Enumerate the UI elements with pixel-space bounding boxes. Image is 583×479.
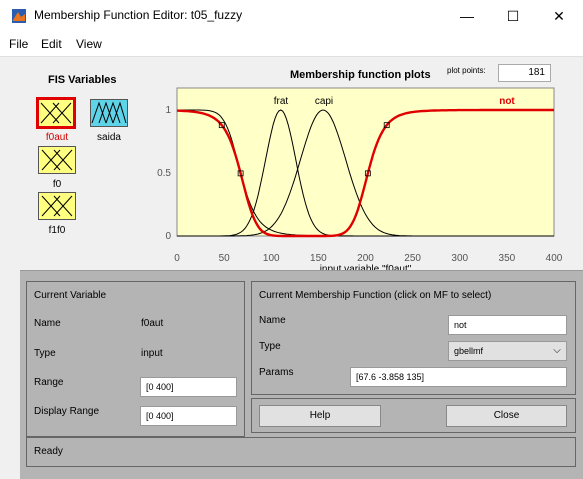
var-f0aut-box[interactable] bbox=[36, 97, 76, 129]
var-f0-box[interactable] bbox=[38, 146, 76, 174]
range-input[interactable]: [0 400] bbox=[140, 377, 237, 397]
plot-area bbox=[176, 87, 555, 237]
x-tick-label: 100 bbox=[263, 253, 280, 264]
buttons-panel: Help Close bbox=[251, 398, 576, 433]
lower-panel: Current Variable Name f0aut Type input R… bbox=[20, 271, 583, 479]
mf-label[interactable]: not bbox=[499, 96, 515, 107]
variable-name-value: f0aut bbox=[141, 318, 164, 329]
current-mf-panel: Current Membership Function (click on MF… bbox=[251, 281, 576, 395]
mf-type-label: Type bbox=[259, 341, 281, 352]
var-f0aut-label: f0aut bbox=[45, 132, 69, 143]
close-button[interactable]: Close bbox=[446, 405, 567, 427]
plot-points-label: plot points: bbox=[447, 66, 486, 75]
mf-name-label: Name bbox=[259, 315, 286, 326]
menu-file[interactable]: File bbox=[9, 37, 29, 51]
mf-handle[interactable] bbox=[218, 122, 225, 129]
x-tick-label: 250 bbox=[404, 253, 421, 264]
variable-type-label: Type bbox=[34, 348, 56, 359]
x-tick-label: 300 bbox=[451, 253, 468, 264]
params-label: Params bbox=[259, 367, 294, 378]
mf-curve[interactable] bbox=[177, 109, 554, 237]
x-tick-label: 50 bbox=[219, 253, 231, 264]
input-mf-icon bbox=[40, 102, 72, 124]
mf-label[interactable]: frat bbox=[274, 96, 289, 107]
y-tick-label: 1 bbox=[165, 105, 171, 116]
x-tick-label: 0 bbox=[174, 253, 180, 264]
menu-view[interactable]: View bbox=[76, 37, 102, 51]
variable-name-label: Name bbox=[34, 318, 61, 329]
status-bar: Ready bbox=[26, 437, 576, 467]
menu-edit[interactable]: Edit bbox=[41, 37, 62, 51]
membership-function-plot[interactable]: 0 50 100 150 200 250 300 350 400 0 0.5 1 frat capi no… bbox=[140, 85, 583, 275]
mf-curve[interactable] bbox=[176, 108, 554, 238]
range-label: Range bbox=[34, 377, 64, 388]
display-range-input[interactable]: [0 400] bbox=[140, 406, 237, 426]
current-variable-panel: Current Variable Name f0aut Type input R… bbox=[26, 281, 245, 437]
current-mf-title: Current Membership Function (click on MF… bbox=[259, 290, 492, 301]
x-tick-label: 150 bbox=[310, 253, 327, 264]
mf-type-value: gbellmf bbox=[454, 346, 484, 356]
input-mf-icon bbox=[41, 149, 73, 171]
var-f0-label: f0 bbox=[52, 179, 62, 190]
current-variable-title: Current Variable bbox=[34, 290, 107, 301]
var-saida-label: saida bbox=[97, 132, 121, 143]
separator bbox=[20, 270, 583, 271]
help-button[interactable]: Help bbox=[259, 405, 381, 427]
status-text: Ready bbox=[34, 446, 63, 457]
minimize-button[interactable]: — bbox=[460, 8, 474, 24]
mf-type-select[interactable]: gbellmf ⌵ bbox=[448, 341, 567, 361]
fis-variables-title: FIS Variables bbox=[48, 74, 117, 86]
display-range-label: Display Range bbox=[34, 406, 100, 417]
x-tick-label: 400 bbox=[546, 253, 563, 264]
plot-xlabel: input variable "f0aut" bbox=[320, 264, 412, 275]
output-mf-icon bbox=[91, 101, 127, 124]
mf-handle[interactable] bbox=[383, 122, 390, 129]
plot-title: Membership function plots bbox=[290, 69, 431, 81]
matlab-logo-icon bbox=[12, 9, 26, 23]
maximize-button[interactable]: ☐ bbox=[506, 8, 520, 24]
y-tick-label: 0 bbox=[165, 231, 171, 242]
menu-bar: File Edit View bbox=[0, 32, 583, 57]
var-saida-box[interactable] bbox=[90, 99, 128, 127]
window-title: Membership Function Editor: t05_fuzzy bbox=[34, 8, 243, 22]
close-window-button[interactable]: ✕ bbox=[553, 8, 565, 24]
x-tick-label: 200 bbox=[357, 253, 374, 264]
mf-name-input[interactable]: not bbox=[448, 315, 567, 335]
mf-handle[interactable] bbox=[364, 170, 371, 177]
var-f1f0-box[interactable] bbox=[38, 192, 76, 220]
variable-type-value: input bbox=[141, 348, 163, 359]
chevron-down-icon: ⌵ bbox=[553, 345, 561, 356]
mf-handle[interactable] bbox=[237, 170, 244, 177]
plot-points-input[interactable]: 181 bbox=[498, 64, 551, 82]
x-tick-label: 350 bbox=[499, 253, 516, 264]
y-tick-label: 0.5 bbox=[157, 168, 171, 179]
var-f1f0-label: f1f0 bbox=[48, 225, 66, 236]
title-bar: Membership Function Editor: t05_fuzzy — … bbox=[0, 0, 583, 32]
input-mf-icon bbox=[41, 195, 73, 217]
params-input[interactable]: [67.6 -3.858 135] bbox=[350, 367, 567, 387]
mf-label[interactable]: capi bbox=[315, 96, 333, 107]
